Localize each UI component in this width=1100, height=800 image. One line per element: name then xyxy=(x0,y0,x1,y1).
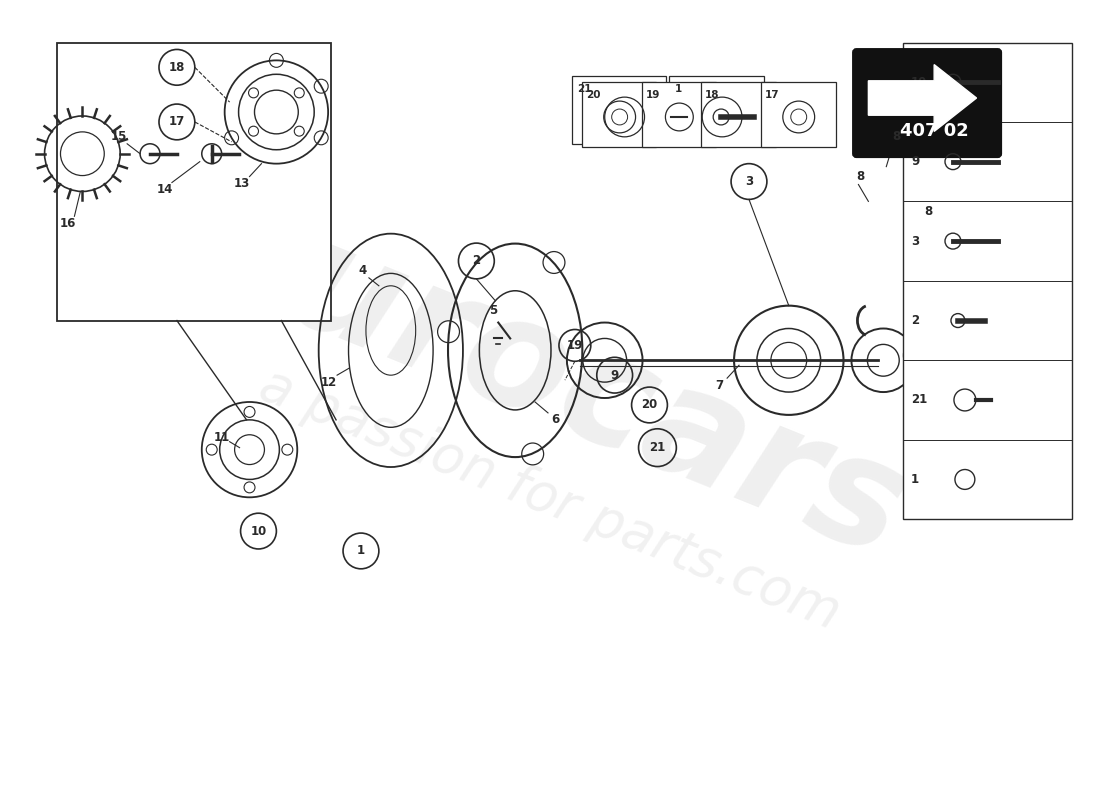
Polygon shape xyxy=(868,65,977,131)
Text: 407 02: 407 02 xyxy=(900,122,968,141)
Text: 7: 7 xyxy=(715,378,723,392)
Text: 20: 20 xyxy=(641,398,658,411)
Text: 6: 6 xyxy=(551,414,559,426)
Text: 18: 18 xyxy=(168,61,185,74)
Text: 2: 2 xyxy=(472,254,481,267)
Text: 5: 5 xyxy=(490,304,497,317)
Text: 8: 8 xyxy=(892,130,901,143)
Text: 1: 1 xyxy=(356,545,365,558)
Text: 10: 10 xyxy=(251,525,266,538)
Text: 8: 8 xyxy=(856,170,865,183)
Text: 11: 11 xyxy=(213,431,230,444)
Text: 15: 15 xyxy=(111,130,128,143)
Text: 3: 3 xyxy=(911,234,920,248)
Text: 9: 9 xyxy=(610,369,619,382)
FancyBboxPatch shape xyxy=(582,82,657,146)
Text: 10: 10 xyxy=(911,76,927,89)
FancyBboxPatch shape xyxy=(903,42,1072,519)
Text: 21: 21 xyxy=(911,394,927,406)
Text: 14: 14 xyxy=(157,183,173,196)
Text: 1: 1 xyxy=(674,84,682,94)
Text: 4: 4 xyxy=(359,265,367,278)
Text: 21: 21 xyxy=(649,441,666,454)
Text: 3: 3 xyxy=(745,175,754,188)
Text: a passion for parts.com: a passion for parts.com xyxy=(252,358,848,640)
Text: 9: 9 xyxy=(911,155,920,168)
FancyBboxPatch shape xyxy=(701,82,776,146)
Text: 17: 17 xyxy=(764,90,780,100)
Text: 18: 18 xyxy=(705,90,719,100)
Text: 16: 16 xyxy=(59,217,76,230)
Text: 1: 1 xyxy=(911,473,920,486)
FancyBboxPatch shape xyxy=(761,82,836,146)
Text: 13: 13 xyxy=(233,177,250,190)
FancyBboxPatch shape xyxy=(57,42,331,321)
FancyBboxPatch shape xyxy=(670,76,763,144)
Text: 2: 2 xyxy=(911,314,920,327)
Text: 8: 8 xyxy=(924,205,932,218)
FancyBboxPatch shape xyxy=(854,50,1001,157)
Text: 19: 19 xyxy=(646,90,660,100)
FancyBboxPatch shape xyxy=(641,82,716,146)
Text: 19: 19 xyxy=(566,339,583,352)
Text: eurocars: eurocars xyxy=(173,170,927,590)
FancyBboxPatch shape xyxy=(572,76,667,144)
Text: 12: 12 xyxy=(321,376,338,389)
Text: 21: 21 xyxy=(576,84,592,94)
Text: 17: 17 xyxy=(168,115,185,129)
Text: 20: 20 xyxy=(586,90,601,100)
